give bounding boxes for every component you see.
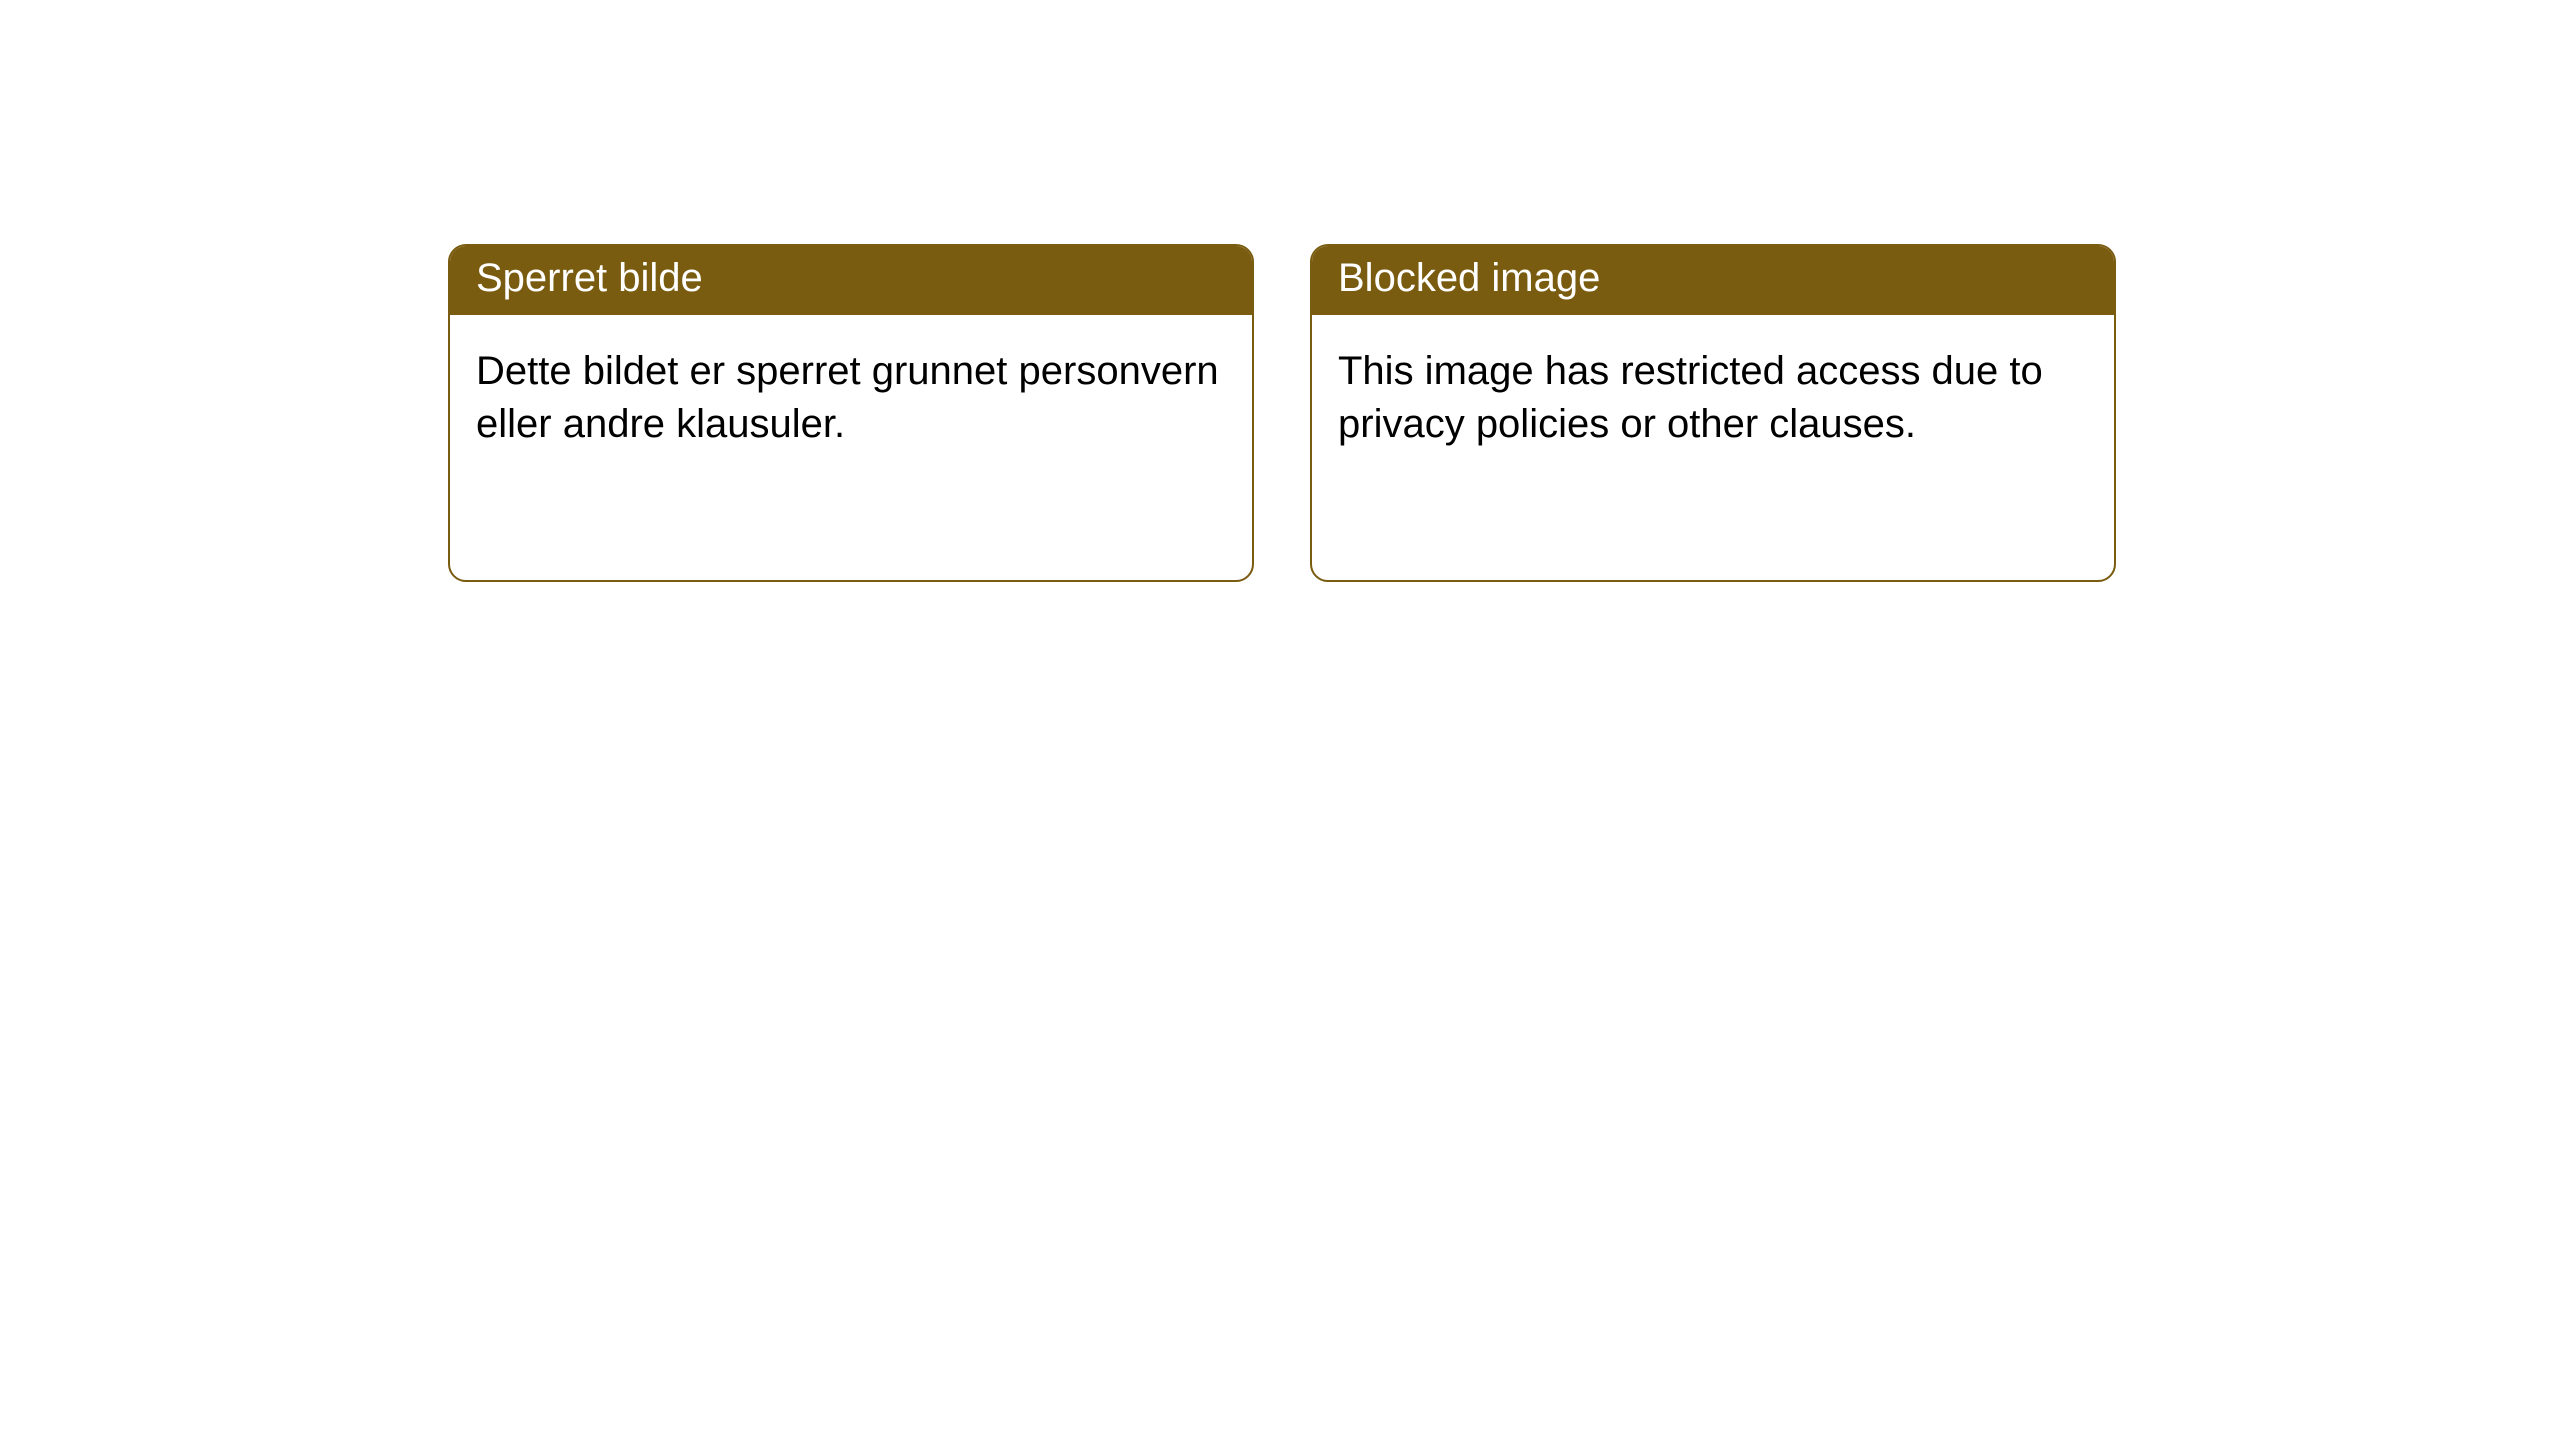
notice-container: Sperret bilde Dette bildet er sperret gr… [0,0,2560,582]
notice-header: Blocked image [1312,246,2114,315]
notice-body-text: Dette bildet er sperret grunnet personve… [476,349,1219,446]
notice-body: This image has restricted access due to … [1312,315,2114,481]
notice-card-english: Blocked image This image has restricted … [1310,244,2116,582]
notice-header: Sperret bilde [450,246,1252,315]
notice-title: Sperret bilde [476,256,703,300]
notice-title: Blocked image [1338,256,1600,300]
notice-card-norwegian: Sperret bilde Dette bildet er sperret gr… [448,244,1254,582]
notice-body-text: This image has restricted access due to … [1338,349,2043,446]
notice-body: Dette bildet er sperret grunnet personve… [450,315,1252,481]
